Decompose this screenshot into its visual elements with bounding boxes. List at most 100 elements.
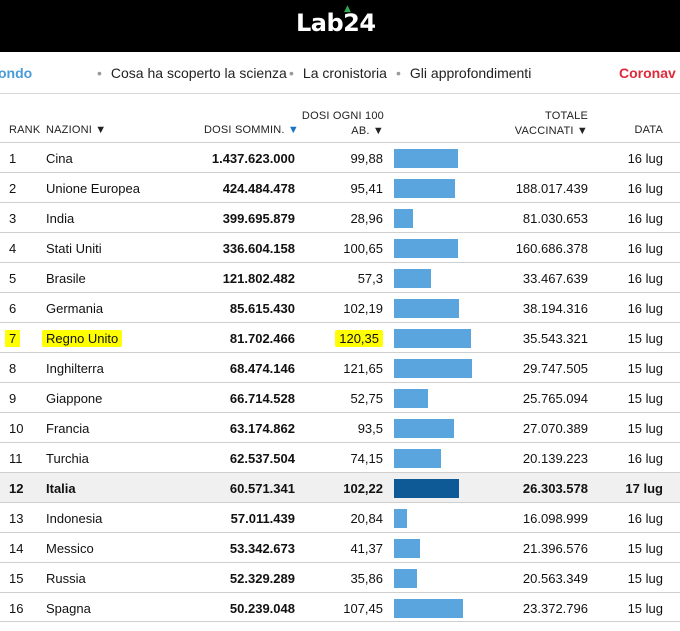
logo-spark-icon: ▲ [344,4,351,14]
date-cell: 16 lug [628,511,663,526]
doses-per-100-cell: 107,45 [343,601,383,616]
date-cell-value: 16 lug [627,511,663,526]
date-cell: 15 lug [628,541,663,556]
logo-text: Lab24 [296,9,376,37]
country-name-cell: Spagna [46,601,91,616]
doses-cell: 60.571.341 [230,481,295,496]
country-name-cell: Regno Unito [42,330,123,347]
doses-per-100-cell-value: 102,19 [343,301,383,316]
nav-link-approfondimenti[interactable]: • Gli approfondimenti [396,65,531,81]
total-vaccinated-cell-value: 26.303.578 [522,481,588,496]
total-vaccinated-cell: 16.098.999 [523,511,588,526]
table-row[interactable]: 7 Regno Unito 81.702.466 120,35 35.543.321 15… [0,322,680,352]
doses-per-100-bar [394,509,407,528]
section-nav: ondo • Cosa ha scoperto la scienza • La cr… [0,52,680,94]
doses-cell: 62.537.504 [230,451,295,466]
doses-per-100-bar [394,239,458,258]
rank-cell-value: 11 [9,451,23,466]
doses-per-100-bar-track [394,539,484,558]
table-row[interactable]: 3 India 399.695.879 28,96 81.030.653 16 lug [0,202,680,232]
doses-per-100-cell: 35,86 [350,571,383,586]
country-name-cell-value: Inghilterra [46,361,104,376]
total-vaccinated-cell: 29.747.505 [523,361,588,376]
doses-per-100-cell: 102,22 [343,481,383,496]
column-header-data[interactable]: DATA [634,124,663,136]
date-cell-value: 17 lug [625,481,663,496]
date-cell: 16 lug [628,451,663,466]
doses-per-100-bar [394,569,417,588]
doses-per-100-cell: 28,96 [350,211,383,226]
rank-cell-value: 8 [9,361,17,376]
table-row[interactable]: 11 Turchia 62.537.504 74,15 20.139.223 16 lug [0,442,680,472]
table-row[interactable]: 15 Russia 52.329.289 35,86 20.563.349 15 lug [0,562,680,592]
total-vaccinated-cell: 188.017.439 [516,181,588,196]
column-header-label: DOSI SOMMIN. [204,124,285,136]
doses-per-100-cell-value: 107,45 [343,601,383,616]
rank-cell: 5 [9,271,16,286]
nav-link-label: Gli approfondimenti [409,65,532,81]
doses-cell: 85.615.430 [230,301,295,316]
country-name-cell-value: Regno Unito [42,330,123,347]
country-name-cell-value: Messico [46,541,94,556]
doses-cell: 424.484.478 [223,181,295,196]
table-row[interactable]: 6 Germania 85.615.430 102,19 38.194.316 16 lu… [0,292,680,322]
doses-cell-value: 1.437.623.000 [211,151,295,166]
doses-per-100-bar-track [394,209,484,228]
total-vaccinated-cell: 26.303.578 [523,481,588,496]
date-cell: 16 lug [628,151,663,166]
column-header-label: AB. [351,125,370,137]
doses-per-100-cell-value: 95,41 [350,181,383,196]
table-row[interactable]: 14 Messico 53.342.673 41,37 21.396.576 15 lug [0,532,680,562]
doses-cell-value: 53.342.673 [229,541,295,556]
table-row[interactable]: 13 Indonesia 57.011.439 20,84 16.098.999 16 l… [0,502,680,532]
doses-cell-value: 60.571.341 [229,481,295,496]
rank-cell-value: 5 [9,271,17,286]
table-row[interactable]: 16 Spagna 50.239.048 107,45 23.372.796 15 lug [0,592,680,622]
doses-cell-value: 50.239.048 [229,601,295,616]
table-row[interactable]: 5 Brasile 121.802.482 57,3 33.467.639 16 lug [0,262,680,292]
country-name-cell: Inghilterra [46,361,104,376]
country-name-cell-value: Spagna [46,601,91,616]
doses-cell: 52.329.289 [230,571,295,586]
table-row[interactable]: 10 Francia 63.174.862 93,5 27.070.389 15 lug [0,412,680,442]
column-header-dosi-ogni-100[interactable]: DOSI OGNI 100 AB. ▼ [296,109,384,139]
table-row[interactable]: 4 Stati Uniti 336.604.158 100,65 160.686.378… [0,232,680,262]
table-row[interactable]: 12 Italia 60.571.341 102,22 26.303.578 17 lug [0,472,680,502]
rank-cell: 9 [9,391,16,406]
date-cell: 15 lug [628,331,663,346]
rank-cell-value: 1 [9,151,17,166]
doses-per-100-bar [394,389,428,408]
nav-link-cronistoria[interactable]: • La cronistoria [289,65,387,81]
column-header-nazioni[interactable]: NAZIONI ▼ [46,124,106,136]
date-cell-value: 15 lug [627,361,663,376]
nav-link-coronavirus[interactable]: Coronav [619,65,676,81]
date-cell: 17 lug [625,481,663,496]
table-row[interactable]: 8 Inghilterra 68.474.146 121,65 29.747.505 15… [0,352,680,382]
column-header-dosi-sommin[interactable]: DOSI SOMMIN. ▼ [204,124,299,136]
lab24-logo[interactable]: Lab24 ▲ [296,4,376,37]
nav-link-left[interactable]: ondo [0,65,33,81]
doses-cell: 57.011.439 [231,511,295,526]
nav-link-label: La cronistoria [302,65,387,81]
country-name-cell: Stati Uniti [46,241,102,256]
date-cell: 15 lug [628,391,663,406]
doses-per-100-bar-track [394,599,484,618]
doses-per-100-bar-track [394,299,484,318]
nav-link-scienza[interactable]: • Cosa ha scoperto la scienza [97,65,287,81]
date-cell: 15 lug [628,361,663,376]
country-name-cell-value: Germania [46,301,104,316]
country-name-cell: Francia [46,421,89,436]
sort-down-icon: ▼ [576,125,588,137]
table-row[interactable]: 1 Cina 1.437.623.000 99,88 16 lug [0,142,680,172]
doses-cell-value: 68.474.146 [229,361,295,376]
rank-cell: 7 [5,330,21,347]
doses-per-100-bar [394,479,459,498]
column-header-totale-vaccinati[interactable]: TOTALE VACCINATI ▼ [496,109,588,139]
date-cell-value: 15 lug [627,391,663,406]
table-row[interactable]: 9 Giappone 66.714.528 52,75 25.765.094 15 lug [0,382,680,412]
total-vaccinated-cell-value: 29.747.505 [522,361,588,376]
doses-per-100-bar [394,359,472,378]
table-row[interactable]: 2 Unione Europea 424.484.478 95,41 188.017.4… [0,172,680,202]
doses-per-100-cell-value: 41,37 [350,541,383,556]
date-cell-value: 15 lug [627,571,663,586]
